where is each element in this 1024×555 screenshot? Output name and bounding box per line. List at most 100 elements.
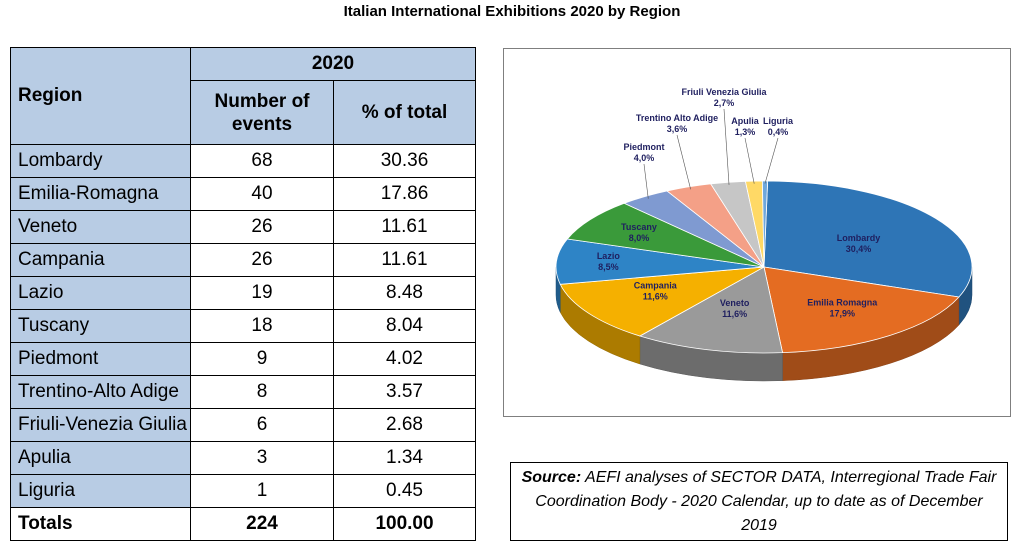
pie-leader-line <box>643 163 649 199</box>
percent-cell: 30.36 <box>333 144 476 178</box>
pie-slice-label-name: Trentino Alto Adige <box>636 113 718 123</box>
pie-slice-label: Emilia Romagna 17,9% <box>807 297 878 318</box>
pie-slice-label-name: Friuli Venezia Giulia <box>681 87 767 97</box>
region-name-cell: Apulia <box>10 441 191 475</box>
table-row: Apulia 3 1.34 <box>10 441 476 475</box>
pie-slice <box>763 180 973 298</box>
events-count-cell: 1 <box>190 474 334 508</box>
pie-slice-label: Liguria 0,4% <box>763 116 794 137</box>
page-title: Italian International Exhibitions 2020 b… <box>343 3 681 20</box>
pie-slice-label: Lombardy 30,4% <box>837 233 881 254</box>
table-row: Trentino-Alto Adige 8 3.57 <box>10 375 476 409</box>
percent-cell: 17.86 <box>333 177 476 211</box>
pie-slice-label: Campania 11,6% <box>634 280 678 301</box>
table-row: Campania 26 11.61 <box>10 243 476 277</box>
pie-slice <box>559 266 765 337</box>
source-note: Source: AEFI analyses of SECTOR DATA, In… <box>510 462 1008 541</box>
pie-slice-label-name: Tuscany <box>621 222 657 232</box>
header-year: 2020 <box>190 46 476 82</box>
events-count-cell: 26 <box>190 243 334 277</box>
region-name-cell: Piedmont <box>10 342 191 376</box>
table-row: Lazio 19 8.48 <box>10 276 476 310</box>
events-count-cell: 8 <box>190 375 334 409</box>
pie-slice-label-percent: 11,6% <box>643 291 668 301</box>
pie-slice-label-percent: 11,6% <box>722 309 747 319</box>
table-row: Piedmont 9 4.02 <box>10 342 476 376</box>
percent-cell: 11.61 <box>333 210 476 244</box>
totals-row: Totals 224 100.00 <box>10 507 476 541</box>
pie-slice-label: Apulia 1,3% <box>731 116 759 137</box>
events-count-cell: 26 <box>190 210 334 244</box>
pie-leader-line <box>744 137 755 184</box>
pie-chart-box: Lombardy 30,4% Emilia Romagna 17,9% Veneto 11… <box>503 48 1011 417</box>
percent-cell: 11.61 <box>333 243 476 277</box>
percent-cell: 8.04 <box>333 309 476 343</box>
pie-slice <box>763 266 960 354</box>
pie-slice-label-percent: 0,4% <box>768 127 789 137</box>
table-row: Tuscany 18 8.04 <box>10 309 476 343</box>
region-name-cell: Trentino-Alto Adige <box>10 375 191 409</box>
pie-slice-label-percent: 1,3% <box>735 127 756 137</box>
percent-cell: 2.68 <box>333 408 476 442</box>
pie-slice-label-name: Lombardy <box>837 233 881 243</box>
percent-cell: 8.48 <box>333 276 476 310</box>
region-name-cell: Lazio <box>10 276 191 310</box>
pie-slice-label-percent: 3,6% <box>667 124 688 134</box>
table-row: Friuli-Venezia Giulia 6 2.68 <box>10 408 476 442</box>
region-name-cell: Friuli-Venezia Giulia <box>10 408 191 442</box>
percent-cell: 4.02 <box>333 342 476 376</box>
header-region: Region <box>10 47 191 145</box>
table-body: Lombardy 68 30.36 Emilia-Romagna 40 17.86 Vene… <box>10 144 476 541</box>
region-name-cell: Lombardy <box>10 144 191 178</box>
pie-slice <box>566 202 765 268</box>
pie-slice-label-name: Liguria <box>763 116 794 126</box>
table-row: Veneto 26 11.61 <box>10 210 476 244</box>
pie-labels: Lombardy 30,4%Emilia Romagna 17,9%Veneto 11… <box>597 87 880 319</box>
percent-cell: 3.57 <box>333 375 476 409</box>
totals-pct-cell: 100.00 <box>333 507 476 541</box>
region-name-cell: Campania <box>10 243 191 277</box>
pie-slice <box>761 180 769 268</box>
events-count-cell: 40 <box>190 177 334 211</box>
region-name-cell: Liguria <box>10 474 191 508</box>
events-count-cell: 9 <box>190 342 334 376</box>
pie-chart: Lombardy 30,4%Emilia Romagna 17,9%Veneto 11… <box>555 87 973 382</box>
pie-slice-label-name: Lazio <box>597 251 621 261</box>
source-label: Source: <box>521 469 582 486</box>
pie-top-faces <box>555 180 973 354</box>
pie-slice-label-percent: 4,0% <box>634 153 655 163</box>
percent-cell: 0.45 <box>333 474 476 508</box>
percent-cell: 1.34 <box>333 441 476 475</box>
pie-slice-label: Veneto 11,6% <box>720 298 750 319</box>
pie-slice-label-name: Apulia <box>731 116 759 126</box>
events-count-cell: 3 <box>190 441 334 475</box>
totals-events-cell: 224 <box>190 507 334 541</box>
pie-slice <box>555 238 765 285</box>
region-name-cell: Tuscany <box>10 309 191 343</box>
pie-slice-label-name: Veneto <box>720 298 750 308</box>
pie-leader-line <box>764 137 779 184</box>
pie-slice <box>638 266 784 354</box>
region-name-cell: Veneto <box>10 210 191 244</box>
region-table: Region 2020 Number of events % of total … <box>10 46 476 541</box>
source-text: AEFI analyses of SECTOR DATA, Interregio… <box>535 469 997 534</box>
events-count-cell: 68 <box>190 144 334 178</box>
pie-slice-label-percent: 8,5% <box>598 262 619 272</box>
pie-slice-label-percent: 30,4% <box>846 244 872 254</box>
table-row: Emilia-Romagna 40 17.86 <box>10 177 476 211</box>
events-count-cell: 19 <box>190 276 334 310</box>
pie-slice-label-name: Emilia Romagna <box>807 297 878 307</box>
pie-leader-line <box>723 108 730 185</box>
events-count-cell: 6 <box>190 408 334 442</box>
events-count-cell: 18 <box>190 309 334 343</box>
pie-slice-label-percent: 2,7% <box>714 98 735 108</box>
pie-leader-line <box>676 134 691 190</box>
pie-slice-label: Friuli Venezia Giulia 2,7% <box>681 87 767 108</box>
pie-slice-label: Trentino Alto Adige 3,6% <box>636 113 718 134</box>
table-row: Lombardy 68 30.36 <box>10 144 476 178</box>
pie-slice-label: Lazio 8,5% <box>597 251 621 272</box>
pie-slice-label: Tuscany 8,0% <box>621 222 657 243</box>
header-events: Number of events <box>190 80 334 145</box>
header-pct: % of total <box>333 80 476 145</box>
pie-slice-label-percent: 8,0% <box>629 233 650 243</box>
